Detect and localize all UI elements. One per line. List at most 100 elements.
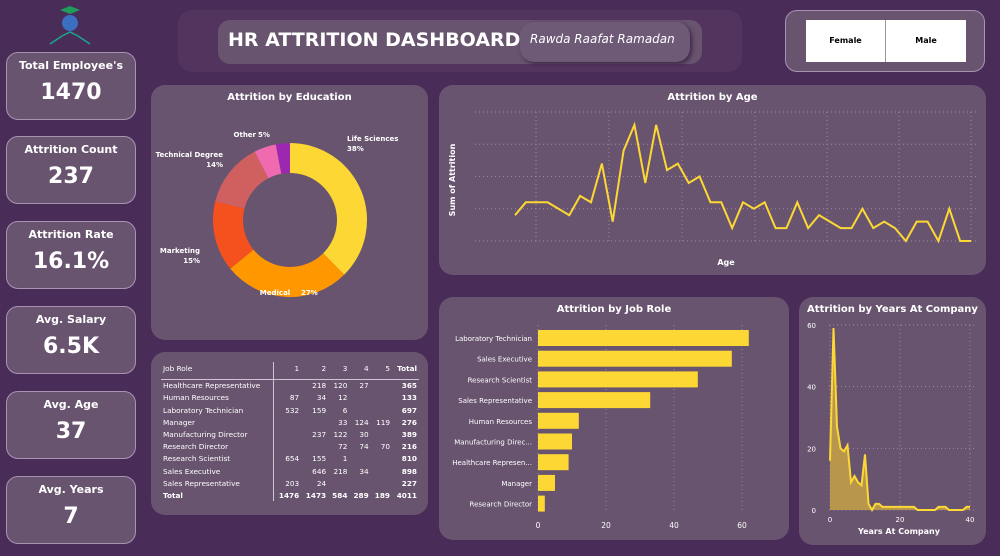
column-header[interactable]: Job Role — [161, 362, 275, 380]
table-cell — [301, 441, 328, 453]
table-cell: 237 — [312, 429, 327, 439]
kpi-avg-years: Avg. Years 7 — [6, 476, 136, 544]
slicer-option-male[interactable]: Male — [886, 20, 966, 62]
slicer-option-female[interactable]: Female — [806, 20, 886, 62]
slice-percent: 14% — [206, 161, 223, 169]
table-cell — [371, 379, 392, 392]
table-row: Manager 33 124 119 276 — [161, 416, 419, 429]
age-chart-card: Attrition by Age Age Sum of Attrition — [439, 85, 986, 275]
table-cell: 227 — [401, 478, 417, 488]
education-chart-card: Attrition by Education Life Sciences 38% M… — [151, 85, 428, 340]
x-tick-label: 0 — [536, 521, 541, 530]
y-tick-label: 20 — [807, 445, 816, 453]
y-category-label: Laboratory Technician — [455, 335, 532, 343]
column-header[interactable]: 4 — [349, 362, 371, 380]
job-role-bar-chart: 0 20 40 60 Laboratory Technician Sales Execut… — [452, 325, 749, 530]
x-tick-label: 40 — [669, 521, 679, 530]
table-cell — [371, 404, 392, 416]
table-cell — [349, 477, 370, 489]
table-cell: 898 — [401, 466, 417, 476]
table-cell: 1476 — [278, 490, 300, 500]
kpi-value: 16.1% — [32, 249, 110, 274]
chart-title: Attrition by Education — [227, 92, 352, 103]
table-cell — [274, 416, 301, 428]
logo — [49, 6, 91, 45]
kpi-label: Avg. Years — [38, 483, 104, 496]
kpi-value: 237 — [48, 164, 94, 189]
table-cell: 122 — [333, 429, 348, 439]
y-tick-label: 40 — [807, 384, 816, 392]
chart-title: Attrition by Age — [667, 92, 758, 103]
kpi-attrition-count: Attrition Count 237 — [6, 136, 136, 204]
job-role-matrix-card: Job Role 1 2 3 4 5 Total Healthcare Representat… — [151, 352, 428, 515]
y-tick-label: 0 — [812, 507, 816, 515]
table-cell: 218 — [333, 466, 348, 476]
slice-percent: 38% — [347, 145, 364, 153]
table-cell — [274, 465, 301, 477]
table-cell: 276 — [401, 417, 417, 427]
y-category-label: Sales Representative — [458, 397, 532, 405]
age-series-line — [514, 121, 971, 244]
table-cell: 133 — [401, 393, 417, 403]
kpi-value: 7 — [63, 504, 79, 529]
years-chart-card: Attrition by Years At Company 0 20 40 60 0 20… — [799, 297, 986, 545]
slice-percent: 27% — [301, 289, 318, 297]
x-tick-label: 20 — [896, 516, 905, 524]
kpi-value: 1470 — [40, 80, 102, 105]
table-cell: Laboratory Technician — [161, 403, 275, 417]
table-cell: 1 — [342, 454, 348, 464]
bar — [538, 474, 555, 491]
table-cell — [371, 465, 392, 477]
table-cell: 654 — [285, 454, 300, 464]
table-row: Laboratory Technician 532 159 6 697 — [161, 403, 419, 417]
table-row: Research Scientist 654 155 1 810 — [161, 452, 419, 465]
column-header[interactable]: 1 — [273, 362, 302, 380]
bar — [538, 392, 651, 409]
table-row: Sales Representative 203 24 227 — [161, 477, 419, 490]
donut-slice — [254, 144, 282, 179]
donut-slice — [230, 249, 345, 297]
table-cell: Manager — [161, 416, 275, 429]
kpi-label: Avg. Salary — [35, 313, 107, 326]
page-title: HR ATTRITION DASHBOARD — [228, 29, 521, 51]
table-cell — [371, 477, 392, 489]
table-cell: 697 — [401, 405, 417, 415]
chart-title: Attrition by Years At Company — [807, 304, 978, 315]
slice-label: Other — [234, 131, 257, 139]
column-header[interactable]: Total — [392, 362, 419, 380]
table-cell: Sales Representative — [161, 477, 275, 490]
x-tick-label: 40 — [966, 516, 975, 524]
y-category-label: Sales Executive — [477, 356, 532, 364]
table-cell: 34 — [359, 466, 369, 476]
y-category-label: Research Director — [470, 501, 533, 509]
y-category-label: Healthcare Represen... — [452, 459, 532, 467]
column-header[interactable]: 2 — [301, 362, 329, 380]
kpi-value: 6.5K — [42, 334, 100, 359]
table-cell: Research Director — [161, 440, 275, 453]
donut-slice — [215, 151, 269, 209]
table-cell — [274, 441, 301, 453]
kpi-label: Avg. Age — [43, 398, 99, 411]
table-cell: Sales Executive — [161, 464, 275, 478]
table-cell: 120 — [333, 381, 348, 391]
column-header[interactable]: 3 — [328, 362, 350, 380]
table-cell — [349, 392, 370, 404]
column-header[interactable]: 5 — [370, 362, 392, 380]
kpi-avg-salary: Avg. Salary 6.5K — [6, 306, 136, 374]
x-tick-label: 20 — [601, 521, 611, 530]
kpi-label: Attrition Count — [24, 143, 118, 156]
bar — [538, 495, 545, 512]
table-cell: 72 — [338, 442, 348, 452]
table-cell: 34 — [316, 393, 327, 403]
table-cell: 119 — [376, 417, 390, 427]
x-tick-label: 0 — [828, 516, 832, 524]
table-cell: 70 — [380, 442, 390, 452]
slice-label: Marketing — [160, 247, 200, 255]
table-cell: 389 — [401, 429, 417, 439]
table-row: Human Resources 87 34 12 133 — [161, 391, 419, 404]
bar — [538, 371, 698, 388]
table-cell: 6 — [342, 405, 348, 415]
table-cell: 218 — [312, 381, 327, 391]
slice-percent: 15% — [183, 257, 200, 265]
y-axis-label: Sum of Attrition — [448, 143, 457, 216]
